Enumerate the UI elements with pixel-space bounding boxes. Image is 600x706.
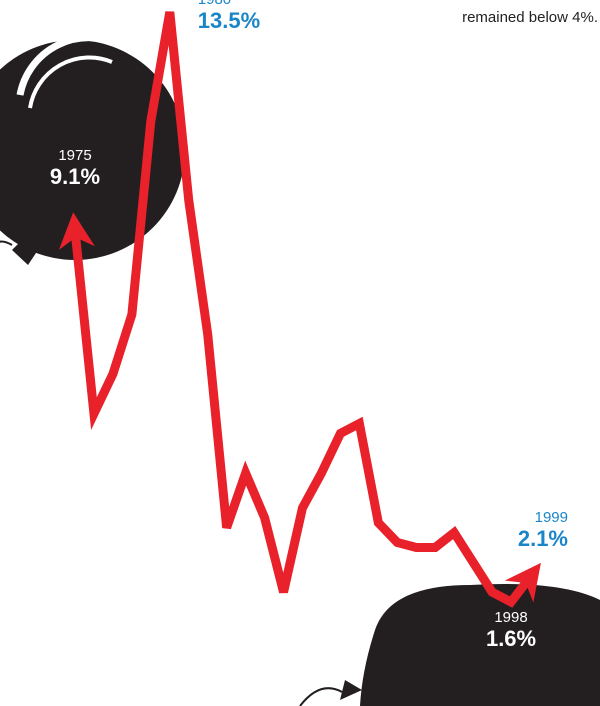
year-label: 1980 [198, 0, 231, 8]
year-label: 1998 [494, 609, 527, 626]
value-label: 1.6% [486, 626, 536, 651]
value-label: 9.1% [50, 164, 100, 189]
year-label: 1999 [535, 509, 568, 526]
value-label: 2.1% [518, 526, 568, 551]
bottom-balloon [299, 584, 600, 706]
inflation-line [58, 11, 541, 608]
value-label: 13.5% [198, 8, 260, 33]
note: remained below 4%. [462, 9, 598, 26]
year-label: 1975 [58, 147, 91, 164]
